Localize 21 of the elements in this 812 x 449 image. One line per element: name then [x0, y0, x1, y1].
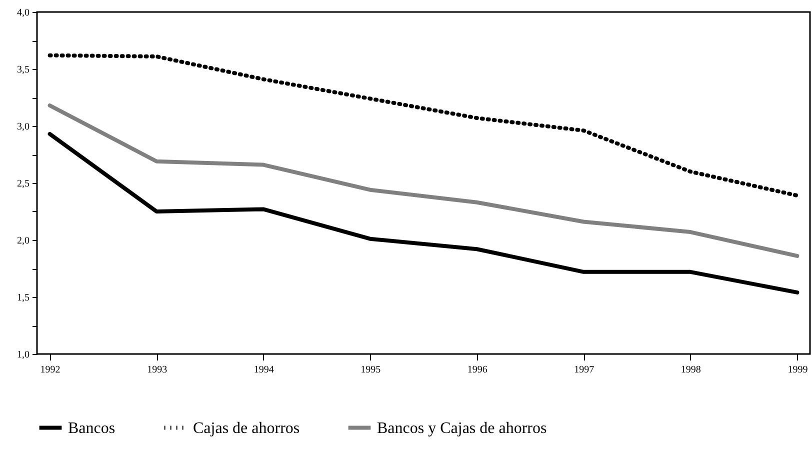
x-tick-label: 1996 — [467, 364, 488, 376]
y-tick-label: 3,5 — [17, 64, 30, 76]
line-series — [48, 53, 800, 198]
line-series — [48, 103, 800, 258]
x-tick-label: 1998 — [680, 364, 701, 376]
legend-label: Bancos y Cajas de ahorros — [377, 420, 547, 437]
x-tick-label: 1997 — [574, 364, 594, 376]
y-tick-label: 2,5 — [17, 178, 30, 190]
x-tick-label: 1994 — [254, 364, 274, 376]
y-tick-label: 1,0 — [17, 350, 30, 360]
y-tick-label: 4,0 — [17, 8, 30, 18]
x-tick-label: 1995 — [360, 364, 381, 376]
x-tick-label: 1992 — [40, 364, 60, 376]
legend-label: Bancos — [68, 420, 116, 437]
y-tick-label: 2,0 — [17, 236, 30, 246]
y-tick-label: 3,0 — [17, 122, 30, 132]
legend-label: Cajas de ahorros — [193, 420, 300, 437]
x-tick-label: 1999 — [788, 364, 808, 376]
y-tick-label: 1,5 — [17, 292, 30, 304]
x-tick-label: 1993 — [147, 364, 168, 376]
line-series — [48, 132, 800, 294]
